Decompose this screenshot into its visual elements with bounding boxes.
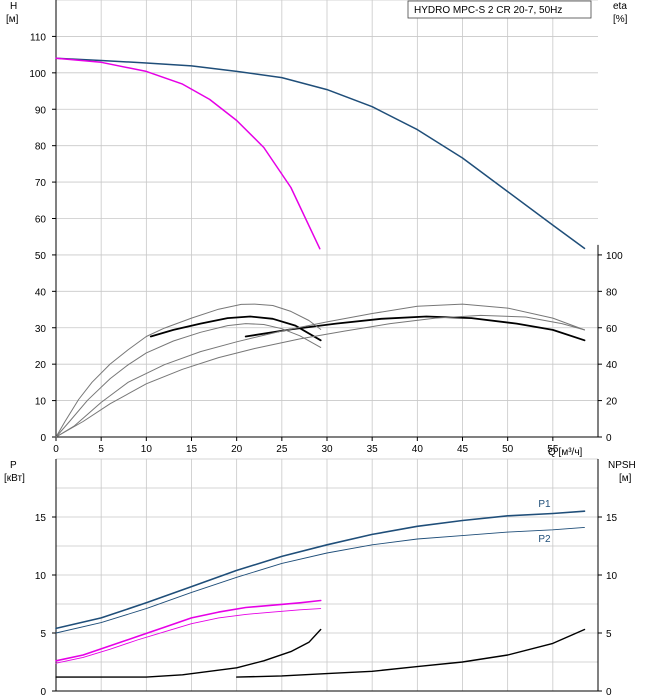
- title-box: [407, 0, 592, 19]
- x-tick-label: 10: [141, 444, 153, 455]
- annotation-p2: P2: [538, 534, 551, 545]
- upper-series-line-7: [55, 314, 585, 438]
- head-tick-label: 60: [35, 215, 47, 226]
- x-tick-label: 0: [53, 444, 59, 455]
- npsh-axis-unit: [м]: [619, 473, 632, 484]
- lower-series-line-2: [55, 599, 322, 662]
- power-tick-label: 15: [35, 513, 47, 524]
- x-tick-label: 30: [321, 444, 333, 455]
- axis-layer: [52, 0, 602, 692]
- x-tick-label: 5: [98, 444, 104, 455]
- upper-series-line-1: [55, 57, 321, 250]
- eta-tick-label: 60: [606, 324, 618, 335]
- eta-tick-label: 100: [606, 251, 623, 262]
- power-axis-unit: [кВт]: [4, 473, 25, 484]
- head-tick-label: 110: [30, 32, 46, 43]
- x-tick-label: 20: [231, 444, 243, 455]
- power-tick-label: 10: [35, 571, 47, 582]
- lower-series-line-3: [55, 608, 322, 664]
- upper-series-line-3: [244, 315, 586, 342]
- eta-tick-label: 0: [606, 433, 612, 444]
- head-tick-label: 100: [29, 69, 46, 80]
- lower-series-line-0: [55, 510, 586, 630]
- eta-tick-label: 40: [606, 360, 618, 371]
- eta-tick-label: 20: [606, 397, 618, 408]
- label-layer: 0 5 10 15 20 25 30 35 40 45 50 55010203040506070809…: [29, 32, 623, 698]
- upper-series-line-5: [55, 303, 585, 438]
- lower-series-line-1: [55, 526, 585, 634]
- x-tick-label: 15: [186, 444, 198, 455]
- head-tick-label: 0: [40, 433, 46, 444]
- head-axis-label: H: [10, 1, 17, 12]
- x-tick-label: 40: [412, 444, 424, 455]
- x-tick-label: 55: [547, 444, 559, 455]
- upper-series-line-6: [55, 323, 322, 438]
- flow-axis-label: Q [м³/ч]: [548, 447, 583, 458]
- power-axis-label: P: [10, 460, 17, 471]
- x-tick-label: 50: [502, 444, 514, 455]
- lower-series-line-4: [55, 628, 322, 678]
- head-axis-unit: [м]: [6, 14, 19, 25]
- series-layer: [55, 57, 586, 678]
- x-tick-label: 25: [276, 444, 288, 455]
- power-tick-label: 0: [40, 687, 46, 698]
- npsh-tick-label: 10: [606, 571, 618, 582]
- lower-series-line-5: [236, 628, 586, 678]
- npsh-tick-label: 0: [606, 687, 612, 698]
- head-tick-label: 40: [35, 287, 47, 298]
- head-tick-label: 80: [35, 142, 47, 153]
- annotation-p1: P1: [538, 499, 551, 510]
- head-tick-label: 20: [35, 360, 47, 371]
- npsh-tick-label: 15: [606, 513, 618, 524]
- upper-series-line-4: [55, 303, 322, 438]
- x-tick-label: 45: [457, 444, 469, 455]
- chart-title: HYDRO MPC-S 2 CR 20-7, 50Hz: [414, 5, 562, 16]
- head-tick-label: 90: [35, 105, 47, 116]
- x-tick-label: 35: [367, 444, 379, 455]
- eta-axis-unit: [%]: [613, 14, 628, 25]
- eta-axis-label: eta: [613, 1, 627, 12]
- upper-series-line-0: [55, 57, 586, 250]
- head-tick-label: 10: [35, 397, 47, 408]
- grid-layer: [56, 0, 598, 691]
- head-tick-label: 50: [35, 251, 47, 262]
- npsh-tick-label: 5: [606, 629, 612, 640]
- head-tick-label: 70: [35, 178, 47, 189]
- eta-tick-label: 80: [606, 287, 618, 298]
- npsh-axis-label: NPSH: [608, 460, 636, 471]
- power-tick-label: 5: [40, 629, 46, 640]
- head-tick-label: 30: [35, 324, 47, 335]
- upper-series-line-2: [149, 315, 322, 342]
